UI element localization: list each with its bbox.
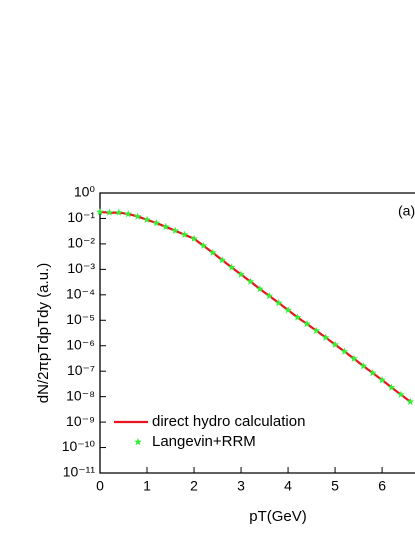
point <box>133 212 142 220</box>
y-tick-label: 10⁻³ <box>67 260 95 276</box>
y-tick-label: 10⁻⁹ <box>66 413 95 429</box>
axis-frame <box>99 192 415 474</box>
point <box>387 383 396 391</box>
legend-marker <box>134 438 142 446</box>
point <box>237 270 245 278</box>
point <box>350 354 358 362</box>
y-tick-label: 10⁰ <box>74 184 96 200</box>
x-tick-label: 2 <box>190 478 198 494</box>
point <box>96 208 104 216</box>
point <box>274 298 283 307</box>
x-tick-label: 6 <box>378 478 386 494</box>
legend-label: Langevin+RRM <box>152 433 256 450</box>
point <box>331 340 339 348</box>
point <box>171 226 179 234</box>
point <box>397 390 405 398</box>
point <box>246 277 255 285</box>
y-tick-label: 10⁻¹ <box>67 209 95 225</box>
point <box>359 362 368 370</box>
y-tick-label: 10⁻⁴ <box>66 286 95 302</box>
point <box>190 234 198 242</box>
point <box>209 248 217 256</box>
point <box>124 210 132 218</box>
x-tick-label: 3 <box>237 478 245 494</box>
point <box>218 256 226 264</box>
x-tick-label: 5 <box>331 478 339 494</box>
point <box>321 333 330 341</box>
y-tick-label: 10⁻² <box>67 235 95 251</box>
point <box>293 313 302 321</box>
point <box>115 208 123 216</box>
x-tick-label: 0 <box>96 478 104 494</box>
annotation: (a) <box>398 203 415 219</box>
point <box>256 285 264 293</box>
y-tick-label: 10⁻¹⁰ <box>62 438 96 454</box>
y-axis-label: dN/2πpTdpTdy (a.u.) <box>35 263 52 403</box>
point <box>265 291 274 300</box>
point <box>105 208 114 216</box>
point <box>162 222 170 230</box>
x-tick-label: 1 <box>143 478 151 494</box>
point <box>152 219 161 227</box>
point <box>284 306 292 314</box>
x-tick-label: 4 <box>284 478 292 494</box>
point <box>143 215 151 223</box>
point <box>227 263 236 271</box>
y-tick-label: 10⁻⁵ <box>66 311 95 327</box>
point <box>180 230 189 238</box>
point <box>312 326 321 334</box>
point <box>303 319 311 328</box>
line <box>100 210 411 403</box>
y-tick-label: 10⁻⁸ <box>66 387 95 403</box>
y-tick-label: 10⁻⁶ <box>66 336 95 352</box>
point <box>199 241 208 249</box>
y-tick-label: 10⁻¹¹ <box>63 464 96 480</box>
x-axis-label: pT(GeV) <box>249 508 307 525</box>
point <box>368 369 377 377</box>
point <box>406 397 415 405</box>
point <box>340 347 349 355</box>
y-tick-label: 10⁻⁷ <box>67 362 95 378</box>
legend-label: direct hydro calculation <box>152 413 305 430</box>
point <box>378 376 386 384</box>
